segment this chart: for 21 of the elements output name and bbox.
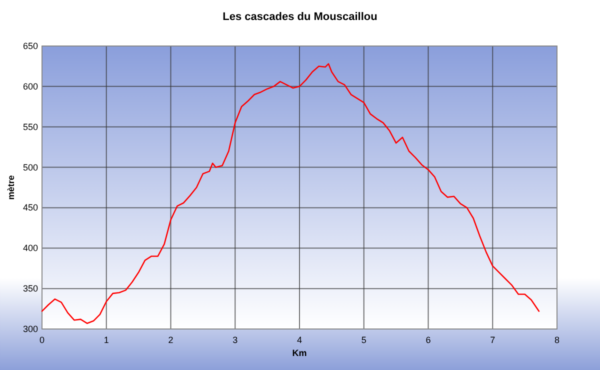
y-tick-label: 400 bbox=[22, 243, 38, 254]
y-tick-label: 650 bbox=[22, 41, 38, 51]
x-tick-label: 5 bbox=[361, 335, 366, 345]
x-tick-label: 0 bbox=[39, 335, 45, 345]
line-series bbox=[41, 63, 540, 324]
y-tick-label: 550 bbox=[22, 122, 38, 132]
x-tick-label: 3 bbox=[232, 335, 238, 345]
y-tick-label: 450 bbox=[22, 202, 38, 213]
y-tick-label: 600 bbox=[22, 81, 38, 92]
x-axis-title: Km bbox=[292, 348, 307, 358]
x-tick-label: 1 bbox=[104, 335, 109, 345]
y-tick-label: 300 bbox=[22, 324, 38, 334]
chart-title: Les cascades du Mouscaillou bbox=[222, 11, 378, 23]
x-tick-label: 4 bbox=[296, 335, 302, 345]
x-tick-label: 8 bbox=[554, 335, 560, 345]
y-tick-label: 500 bbox=[22, 162, 38, 172]
x-tick-label: 6 bbox=[426, 335, 431, 345]
y-tick-label: 350 bbox=[22, 284, 38, 294]
x-tick-label: 2 bbox=[168, 335, 174, 345]
y-axis-title: mètre bbox=[6, 175, 16, 200]
x-tick-label: 7 bbox=[490, 335, 496, 345]
